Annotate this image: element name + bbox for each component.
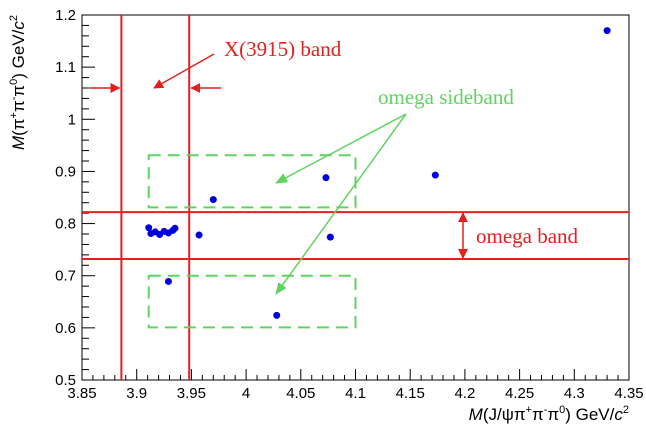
data-point [195, 231, 203, 239]
y-tick-label: 0.7 [55, 268, 76, 285]
x-tick-label: 4.25 [505, 385, 534, 402]
data-point [326, 233, 334, 241]
data-point [322, 174, 330, 182]
omega-sideband-box [147, 274, 357, 329]
x-tick-label: 4.05 [286, 385, 315, 402]
y-tick-label: 0.6 [55, 320, 76, 337]
x-tick-label: 4 [242, 385, 250, 402]
sideband-arrow-lower [275, 113, 407, 295]
x-tick-label: 4.15 [396, 385, 425, 402]
omega-sideband-box [147, 154, 357, 209]
data-point [171, 224, 179, 232]
x-tick-label: 3.85 [67, 385, 96, 402]
sideband-arrow-upper [275, 113, 407, 184]
y-tick-label: 0.5 [55, 372, 76, 389]
x-tick-label: 3.9 [126, 385, 147, 402]
tick-labels: 3.85 3.9 3.95 4 4.05 4.1 4.15 4.2 4.25 4.3 4.35 0.5… [55, 7, 643, 402]
omega-band-label: omega band [476, 224, 579, 248]
y-tick-label: 0.8 [55, 216, 76, 233]
x-tick-label: 4.3 [564, 385, 585, 402]
y-tick-label: 0.9 [55, 163, 76, 180]
x-tick-label: 4.35 [614, 385, 643, 402]
y-axis-title: M(π+π-π0) GeV/c2 [8, 15, 28, 150]
data-point [145, 224, 153, 232]
data-point [431, 171, 439, 179]
data-point [164, 277, 172, 285]
x-tick-label: 4.1 [345, 385, 366, 402]
data-point [209, 196, 217, 204]
data-point [273, 311, 281, 319]
data-points [145, 27, 611, 319]
omega-sideband-label: omega sideband [378, 85, 514, 109]
x-tick-label: 4.2 [454, 385, 475, 402]
data-point [603, 27, 611, 35]
sideband-boxes [147, 154, 357, 329]
x-axis-title: M(J/ψπ+π-π0) GeV/c2 [469, 404, 629, 424]
x3915-label-arrow [153, 53, 215, 89]
x3915-band-label: X(3915) band [224, 37, 342, 61]
y-tick-label: 1.2 [55, 7, 76, 24]
band-lines [82, 15, 629, 380]
x-tick-label: 3.95 [177, 385, 206, 402]
axis-ticks [81, 14, 630, 381]
y-tick-label: 1.1 [55, 59, 76, 76]
annotations: X(3915) band omega sideband omega band [89, 37, 579, 295]
y-tick-label: 1 [68, 111, 76, 128]
